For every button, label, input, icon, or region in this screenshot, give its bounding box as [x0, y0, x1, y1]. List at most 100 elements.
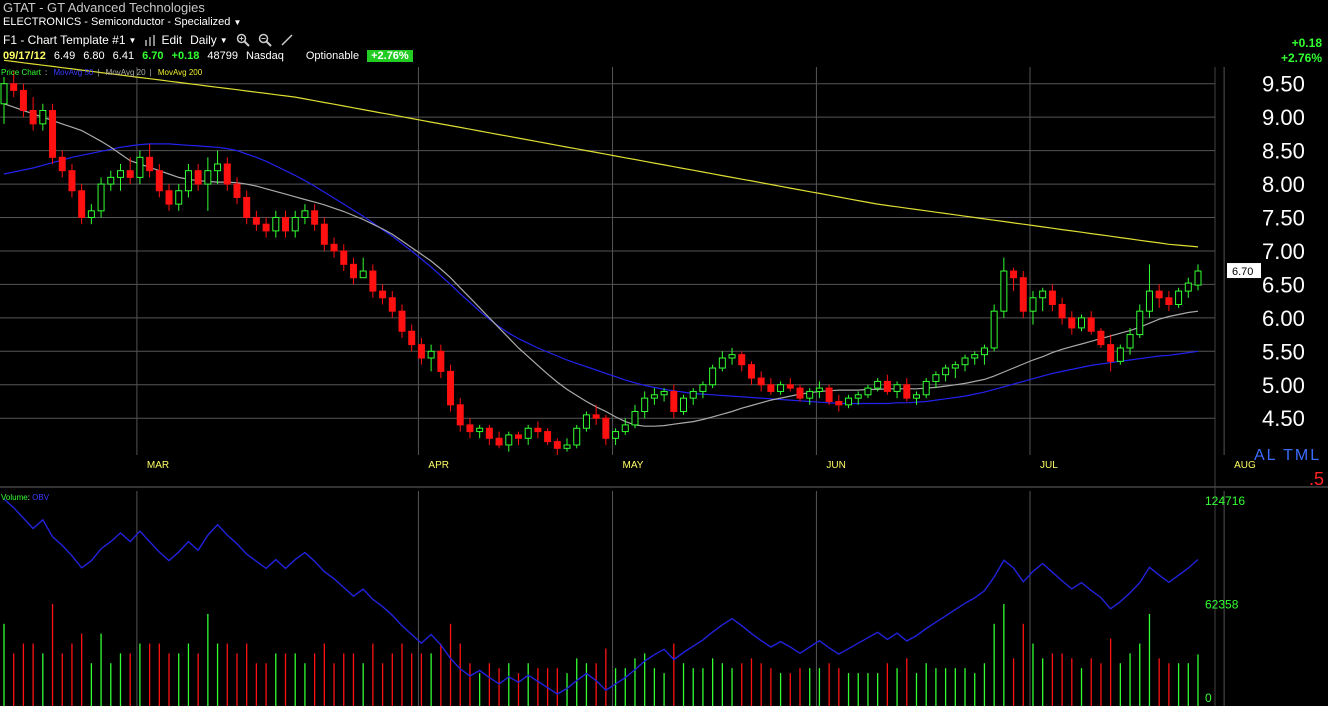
period-label: Daily — [190, 33, 217, 47]
y-tick-label: 7.50 — [1262, 206, 1305, 231]
x-tick-label: JUN — [826, 460, 845, 471]
candle-body — [476, 427, 484, 433]
candle-body — [39, 109, 47, 125]
candle-body — [942, 367, 950, 376]
zoom-out-icon[interactable] — [258, 33, 272, 47]
candle-body — [252, 217, 260, 225]
candle-body — [456, 404, 464, 426]
candle-body — [553, 441, 561, 449]
candle-body — [146, 156, 154, 172]
quote-change: +0.18 — [171, 50, 200, 62]
candle-body — [320, 223, 328, 245]
candle-body — [1116, 347, 1124, 362]
obv-line — [3, 498, 1199, 695]
candle-body — [903, 384, 911, 399]
candle-body — [1194, 270, 1202, 286]
period-dropdown[interactable]: Daily ▼ — [190, 33, 228, 47]
candle-body — [728, 354, 736, 359]
y-tick-label: 6.50 — [1262, 272, 1305, 297]
candle-body — [311, 210, 319, 225]
candle-body — [466, 424, 474, 433]
candle-body — [961, 357, 969, 366]
candle-body — [680, 397, 688, 413]
candle-body — [612, 431, 620, 439]
quote-bar: 09/17/12 6.49 6.80 6.41 6.70 +0.18 48799… — [3, 50, 413, 62]
draw-line-icon[interactable] — [280, 33, 294, 47]
volume-tick-label: 62358 — [1205, 598, 1239, 612]
candle-body — [621, 424, 629, 433]
candle-body — [864, 387, 872, 396]
zoom-in-icon[interactable] — [236, 33, 250, 47]
candle-body — [602, 417, 610, 439]
chevron-down-icon: ▼ — [219, 35, 228, 45]
candle-body — [514, 434, 522, 439]
candle-body — [670, 390, 678, 413]
candle-body — [427, 350, 435, 359]
candle-body — [1136, 310, 1144, 336]
candle-body — [1145, 290, 1153, 312]
legend-price-chart: Price Chart — [1, 68, 42, 77]
x-tick-label: MAY — [623, 460, 644, 471]
candle-body — [1126, 334, 1134, 349]
chart-title: GTAT - GT Advanced Technologies — [3, 0, 205, 15]
altml-value: .5 — [1309, 469, 1325, 489]
candle-body — [951, 364, 959, 369]
optionable-label: Optionable — [305, 50, 360, 62]
candle-body — [243, 196, 251, 219]
last-price-tag — [1227, 263, 1261, 279]
candle-body — [485, 427, 493, 439]
candle-body — [1165, 297, 1173, 305]
edit-button[interactable]: Edit — [144, 33, 182, 47]
candle-body — [1175, 290, 1183, 305]
candle-body — [777, 384, 785, 392]
candle-body — [1029, 297, 1037, 312]
candle-body — [379, 290, 387, 299]
candle-body — [747, 364, 755, 379]
candle-body — [1107, 344, 1115, 362]
quote-volume: 48799 — [207, 50, 238, 62]
candle-body — [874, 380, 882, 389]
right-change-panel: +0.18 +2.76% — [1281, 36, 1322, 66]
candle-body — [437, 350, 445, 372]
candle-body — [398, 310, 406, 332]
candle-body — [1058, 303, 1066, 319]
candle-body — [388, 297, 396, 312]
candle-body — [97, 183, 105, 212]
candle-body — [78, 190, 86, 219]
candle-body — [1048, 290, 1056, 305]
candle-body — [408, 330, 416, 346]
y-tick-label: 9.00 — [1262, 105, 1305, 130]
toolbar: F1 - Chart Template #1 ▼ Edit Daily ▼ — [3, 33, 294, 47]
candle-body — [641, 397, 649, 413]
chart-legend: Price Chart: MovAvg 50 | MovAvg 20 | MovAv… — [1, 68, 203, 77]
bar-chart-icon — [145, 35, 156, 46]
candle-body — [447, 370, 455, 406]
quote-high: 6.80 — [83, 50, 105, 62]
candle-body — [155, 170, 163, 192]
candle-body — [184, 170, 192, 192]
candle-body — [282, 217, 290, 232]
candle-body — [1155, 290, 1163, 299]
candle-body — [1019, 277, 1027, 312]
template-dropdown[interactable]: F1 - Chart Template #1 ▼ — [3, 33, 136, 47]
candle-body — [544, 431, 552, 443]
candle-body — [592, 414, 600, 419]
candle-body — [1097, 330, 1105, 346]
candle-body — [767, 384, 775, 392]
chevron-down-icon: ▼ — [128, 35, 137, 45]
volume-tick-label: 0 — [1205, 691, 1212, 705]
candle-body — [359, 270, 367, 279]
altml-letters: AL TML — [1254, 447, 1322, 464]
candle-body — [815, 387, 823, 392]
altml-indicator: AL TML — [1254, 447, 1321, 465]
candle-body — [136, 156, 144, 178]
candle-body — [912, 394, 920, 399]
candle-body — [1039, 290, 1047, 299]
candle-body — [1010, 270, 1018, 279]
candle-body — [301, 210, 309, 219]
candle-body — [369, 270, 377, 292]
sector-dropdown[interactable]: ELECTRONICS - Semiconductor - Specialize… — [3, 16, 241, 28]
x-tick-label: MAR — [147, 460, 169, 471]
candle-body — [932, 374, 940, 382]
